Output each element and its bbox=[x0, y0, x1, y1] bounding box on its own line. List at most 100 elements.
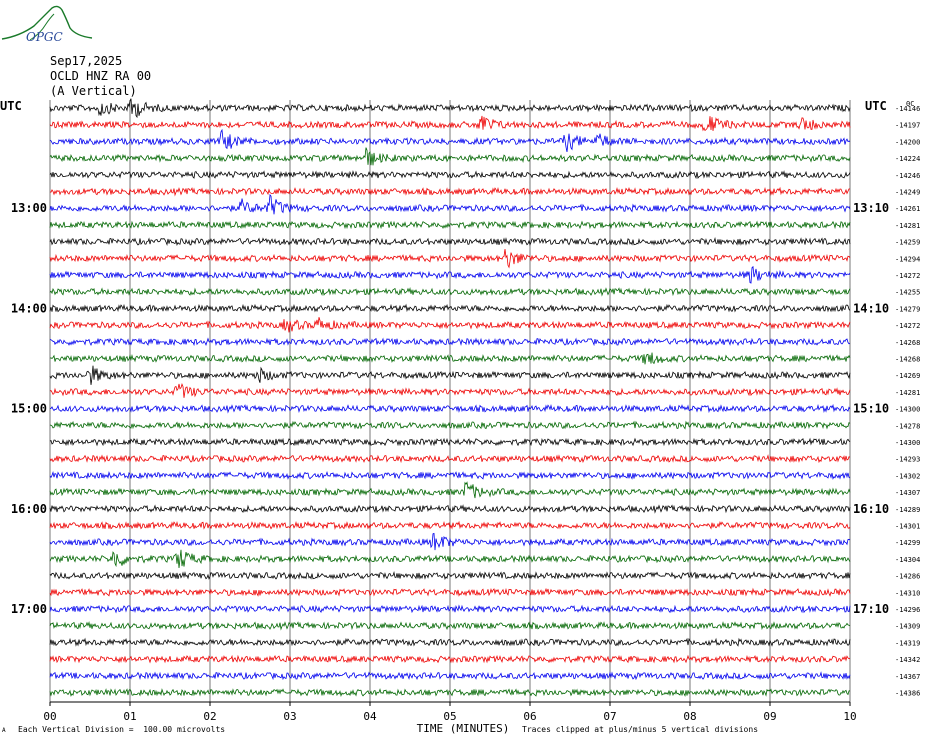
trace-23 bbox=[49, 481, 851, 499]
logo-mountain-outline bbox=[1, 5, 93, 40]
scale-note: Each Vertical Division = 100.00 microvol… bbox=[18, 725, 226, 734]
trace-24 bbox=[49, 504, 851, 514]
trace-1 bbox=[49, 115, 851, 132]
left-hour-label-3: 16:00 bbox=[11, 502, 47, 516]
x-tick-label-9: 09 bbox=[763, 710, 776, 723]
trace-4 bbox=[49, 170, 851, 180]
trace-offset-33: -14342 bbox=[895, 656, 920, 664]
trace-6 bbox=[49, 193, 851, 215]
left-utc-label: UTC bbox=[0, 99, 22, 113]
trace-14 bbox=[49, 337, 851, 347]
trace-offset-labels: -14146 -14197 -14200 -14224 -14246 -14249 -142… bbox=[895, 105, 920, 698]
trace-offset-25: -14301 bbox=[895, 523, 920, 531]
header-component: (A Vertical) bbox=[50, 84, 137, 98]
trace-0 bbox=[49, 98, 851, 119]
trace-8 bbox=[49, 236, 851, 247]
trace-offset-30: -14296 bbox=[895, 606, 920, 614]
x-tick-label-10: 10 bbox=[843, 710, 856, 723]
header-station: OCLD HNZ RA 00 bbox=[50, 69, 152, 83]
left-hour-label-2: 15:00 bbox=[11, 402, 47, 416]
right-utc-label: UTC bbox=[865, 99, 887, 113]
trace-33 bbox=[49, 654, 851, 664]
trace-16 bbox=[49, 365, 851, 385]
trace-32 bbox=[49, 637, 851, 647]
trace-offset-19: -14278 bbox=[895, 422, 920, 430]
trace-offset-5: -14249 bbox=[895, 189, 920, 197]
trace-2 bbox=[49, 128, 851, 152]
trace-28 bbox=[49, 570, 851, 581]
trace-offset-24: -14289 bbox=[895, 506, 920, 514]
header-date: Sep17,2025 bbox=[50, 54, 123, 68]
trace-offset-15: -14268 bbox=[895, 356, 920, 364]
trace-27 bbox=[49, 549, 851, 569]
x-tick-label-6: 06 bbox=[523, 710, 536, 723]
trace-35 bbox=[49, 688, 851, 697]
trace-15 bbox=[49, 352, 851, 365]
trace-11 bbox=[49, 287, 851, 297]
trace-offset-35: -14386 bbox=[895, 690, 920, 698]
trace-offset-32: -14319 bbox=[895, 639, 920, 647]
trace-offset-21: -14293 bbox=[895, 456, 920, 464]
trace-30 bbox=[49, 604, 851, 614]
trace-offset-1: -14197 bbox=[895, 122, 920, 130]
opgc-logo: OPGC bbox=[1, 5, 93, 44]
right-hour-label-4: 17:10 bbox=[853, 602, 889, 616]
trace-offset-27: -14304 bbox=[895, 556, 920, 564]
trace-offset-26: -14299 bbox=[895, 539, 920, 547]
trace-offset-0: -14146 bbox=[895, 105, 920, 113]
trace-3 bbox=[49, 147, 851, 166]
trace-offset-31: -14309 bbox=[895, 623, 920, 631]
trace-21 bbox=[49, 454, 851, 464]
trace-offset-17: -14281 bbox=[895, 389, 920, 397]
trace-offset-3: -14224 bbox=[895, 155, 920, 163]
trace-25 bbox=[49, 520, 851, 530]
left-hour-label-0: 13:00 bbox=[11, 201, 47, 215]
trace-offset-4: -14246 bbox=[895, 172, 920, 180]
trace-29 bbox=[49, 587, 851, 597]
x-tick-label-3: 03 bbox=[283, 710, 296, 723]
logo-mountain-inner bbox=[29, 13, 55, 41]
trace-20 bbox=[49, 437, 851, 447]
logo-text: OPGC bbox=[26, 30, 63, 44]
trace-offset-14: -14268 bbox=[895, 339, 920, 347]
right-hour-label-0: 13:10 bbox=[853, 201, 889, 215]
right-hour-label-3: 16:10 bbox=[853, 502, 889, 516]
right-hour-label-2: 15:10 bbox=[853, 402, 889, 416]
clip-note: Traces clipped at plus/minus 5 vertical … bbox=[522, 725, 759, 734]
trace-offset-16: -14269 bbox=[895, 372, 920, 380]
x-tick-label-7: 07 bbox=[603, 710, 616, 723]
x-axis-ticks: 00 01 02 03 04 05 06 07 08 09 10 bbox=[43, 702, 857, 723]
minute-grid bbox=[49, 100, 851, 703]
trace-10 bbox=[49, 265, 851, 284]
x-tick-label-8: 08 bbox=[683, 710, 696, 723]
x-tick-label-1: 01 bbox=[123, 710, 136, 723]
trace-offset-20: -14300 bbox=[895, 439, 920, 447]
right-hour-labels: 13:10 14:10 15:10 16:10 17:10 bbox=[853, 201, 889, 616]
trace-13 bbox=[49, 317, 851, 333]
trace-34 bbox=[49, 671, 851, 681]
trace-offset-8: -14259 bbox=[895, 239, 920, 247]
left-hour-labels: 13:00 14:00 15:00 16:00 17:00 bbox=[11, 201, 47, 616]
trace-7 bbox=[49, 220, 851, 230]
trace-offset-13: -14272 bbox=[895, 322, 920, 330]
trace-offset-29: -14310 bbox=[895, 589, 920, 597]
trace-offset-22: -14302 bbox=[895, 472, 920, 480]
trace-22 bbox=[49, 470, 851, 480]
x-axis-label: TIME (MINUTES) bbox=[417, 722, 510, 735]
x-tick-label-4: 04 bbox=[363, 710, 377, 723]
trace-12 bbox=[49, 303, 851, 313]
corner-mark: A bbox=[2, 727, 6, 734]
trace-offset-23: -14307 bbox=[895, 489, 920, 497]
x-tick-label-5: 05 bbox=[443, 710, 456, 723]
trace-31 bbox=[49, 621, 851, 631]
left-hour-label-4: 17:00 bbox=[11, 602, 47, 616]
x-tick-label-0: 00 bbox=[43, 710, 56, 723]
trace-offset-2: -14200 bbox=[895, 138, 920, 146]
trace-offset-10: -14272 bbox=[895, 272, 920, 280]
seismic-traces bbox=[49, 98, 851, 697]
trace-19 bbox=[49, 420, 851, 430]
right-hour-label-1: 14:10 bbox=[853, 301, 889, 315]
trace-26 bbox=[49, 532, 851, 551]
trace-18 bbox=[49, 403, 851, 414]
